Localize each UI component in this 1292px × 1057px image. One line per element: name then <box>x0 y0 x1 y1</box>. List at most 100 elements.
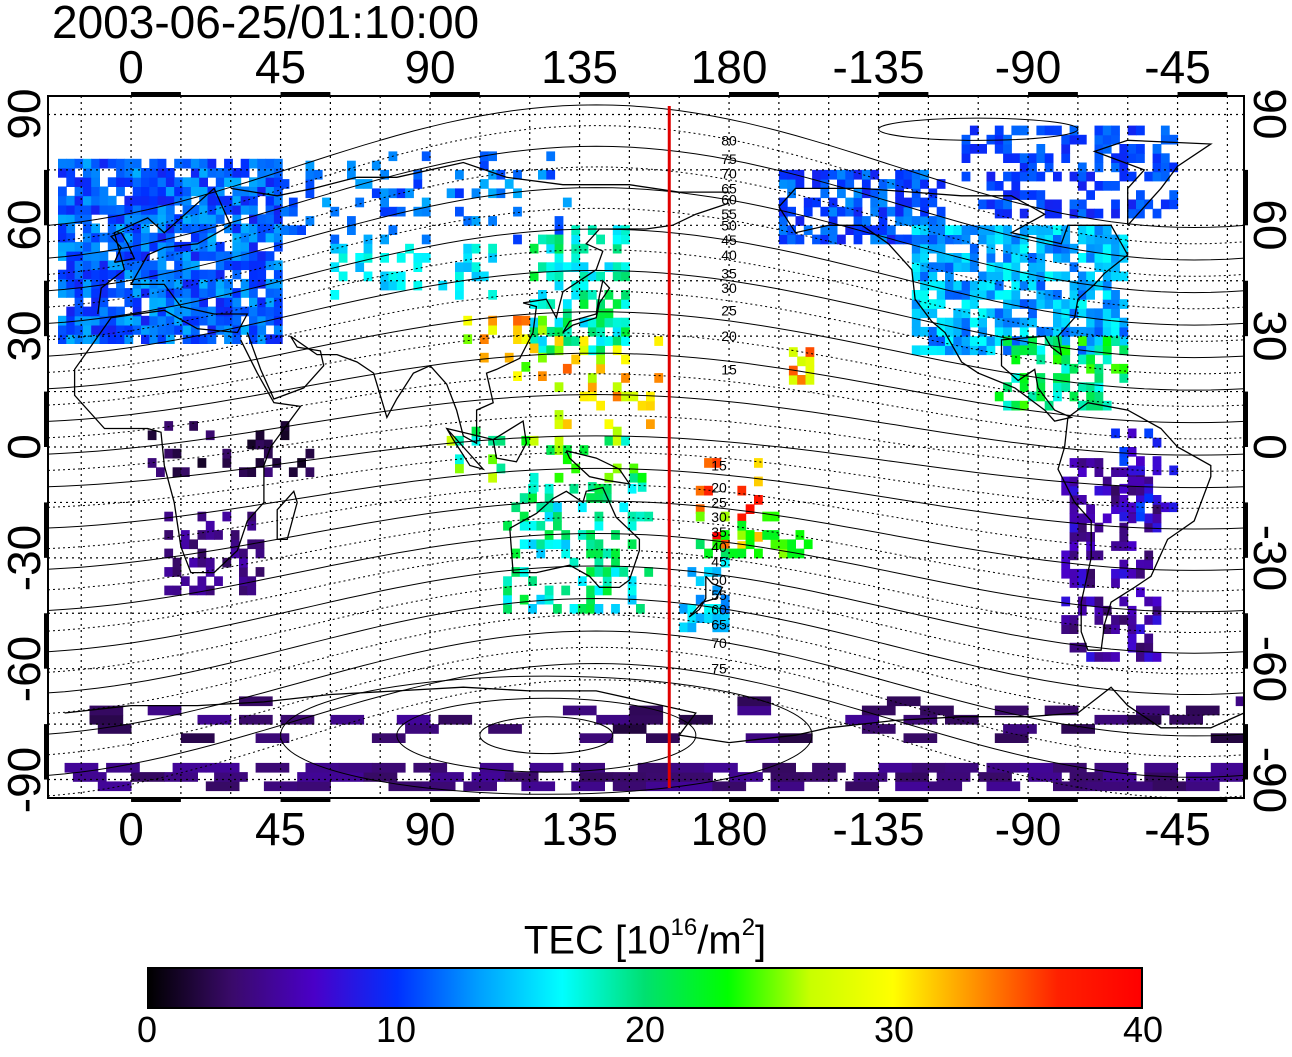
coastline-borneo-sumatra <box>445 420 528 471</box>
lat-tick-label-right: -60 <box>1244 635 1292 702</box>
tec-region-central-asia <box>330 243 497 300</box>
contour-55 <box>48 207 1244 310</box>
contour--45 <box>48 581 1244 675</box>
coastline-europe-africa <box>73 187 302 574</box>
contour-label: 35 <box>721 265 737 281</box>
coastline-arabia-india <box>246 202 730 445</box>
colorbar-tick-label: 0 <box>136 1009 158 1050</box>
contour-label: 80 <box>721 132 737 148</box>
coastline-greenland <box>1092 139 1213 226</box>
coastline-north-america <box>778 187 1129 422</box>
contour-label: 25 <box>721 302 737 318</box>
contour-15 <box>48 373 1244 440</box>
contour-label: 15 <box>711 457 727 473</box>
tec-region-antarctica-ring <box>89 696 1244 743</box>
contour--25 <box>48 516 1244 592</box>
contour-label: 40 <box>721 247 737 263</box>
lon-tick-label-top: -90 <box>994 41 1062 93</box>
contour-5 <box>48 414 1244 472</box>
contour-50 <box>48 228 1244 326</box>
contour-70 <box>48 145 1244 261</box>
contour--40 <box>48 565 1244 654</box>
contour--30 <box>48 532 1244 613</box>
lat-tick-label-right: -30 <box>1244 524 1292 592</box>
lon-tick-label-bottom: 90 <box>404 803 456 855</box>
lat-tick-label-left: 0 <box>0 434 50 460</box>
tec-map: 8075706560555045403530252015152025303540… <box>44 92 1248 802</box>
lat-tick-label-right: 0 <box>1244 434 1292 460</box>
lat-tick-label-right: 30 <box>1244 310 1292 362</box>
coastline-new-zealand <box>688 575 724 618</box>
frame-tick-marks <box>44 92 1248 802</box>
contour-label: 60 <box>721 191 737 207</box>
timestamp: 2003-06-25/01:10:00 <box>52 0 480 48</box>
contour--5 <box>48 451 1244 509</box>
lat-tick-label-left: -90 <box>0 746 50 813</box>
lat-tick-label-right: 60 <box>1244 199 1292 251</box>
polar-contour-0 <box>479 716 614 755</box>
contour-label: 45 <box>721 232 737 248</box>
contour--35 <box>48 549 1244 634</box>
lon-tick-label-bottom: 180 <box>690 803 768 855</box>
coastline-south-america <box>1057 402 1212 651</box>
contour-80 <box>48 104 1244 229</box>
lat-tick-label-right: 90 <box>1244 88 1292 141</box>
contour-45 <box>48 249 1244 342</box>
contour-label: 50 <box>711 572 727 588</box>
tec-region-australia <box>503 483 654 614</box>
contour--50 <box>48 597 1244 696</box>
coastline-australia <box>509 486 641 589</box>
colorbar-tick-label: 30 <box>873 1009 915 1050</box>
contour-label: 25 <box>711 494 727 510</box>
colorbar-tick-label: 40 <box>1122 1009 1164 1050</box>
contour-label: 20 <box>711 480 727 496</box>
contour-label: 70 <box>711 635 727 651</box>
colorbar-tick-label: 10 <box>375 1009 417 1050</box>
contour-label: 65 <box>711 616 727 632</box>
contour-label: 45 <box>711 554 727 570</box>
lat-tick-label-left: -30 <box>0 524 50 592</box>
grid-layer <box>48 96 1244 798</box>
contour--55 <box>48 614 1244 716</box>
lat-tick-label-left: -60 <box>0 635 50 702</box>
lat-tick-label-left: 60 <box>0 199 50 251</box>
contour-label: 20 <box>721 328 737 344</box>
contour--60 <box>48 630 1244 737</box>
lat-tick-label-left: 30 <box>0 310 50 362</box>
coastline-layer <box>64 139 1244 744</box>
contour-label: 55 <box>711 587 727 603</box>
contour-label: 65 <box>721 180 737 196</box>
lon-tick-label-top: 135 <box>541 41 618 93</box>
tec-region-south-pole-band <box>64 762 1244 792</box>
coastline-japan <box>562 279 611 334</box>
lon-tick-label-bottom: 45 <box>254 803 307 855</box>
contour-0 <box>48 435 1244 489</box>
lon-tick-label-top: -135 <box>832 41 925 93</box>
contour-60 <box>48 187 1244 294</box>
contour-20 <box>48 352 1244 424</box>
contour-label: 30 <box>721 280 737 296</box>
tec-region-indonesia <box>446 426 647 492</box>
contour-label: 40 <box>711 539 727 555</box>
contour--15 <box>48 484 1244 551</box>
contour-10 <box>48 393 1244 456</box>
coastline-uk <box>109 231 136 263</box>
contour-label: 50 <box>721 217 737 233</box>
colorbar <box>147 967 1143 1009</box>
contour-label: 35 <box>711 524 727 540</box>
contour-label: 75 <box>711 661 727 677</box>
polar-contour-1 <box>396 697 697 773</box>
lon-tick-label-bottom: -135 <box>832 803 925 855</box>
colorbar-title: TEC [1016/m2] <box>523 914 767 963</box>
coastline-russia-north <box>230 161 730 197</box>
lat-tick-label-right: -90 <box>1244 746 1292 813</box>
lon-tick-label-top: 0 <box>118 41 144 93</box>
contour-label: 15 <box>721 361 737 377</box>
coastline-antarctica <box>64 686 1244 744</box>
contour-layer <box>48 104 1244 798</box>
contour-35 <box>48 290 1244 375</box>
contour-30 <box>48 311 1244 391</box>
north-polar-contour <box>878 117 1079 141</box>
lon-tick-label-bottom: -45 <box>1144 803 1211 855</box>
contour-25 <box>48 331 1244 407</box>
